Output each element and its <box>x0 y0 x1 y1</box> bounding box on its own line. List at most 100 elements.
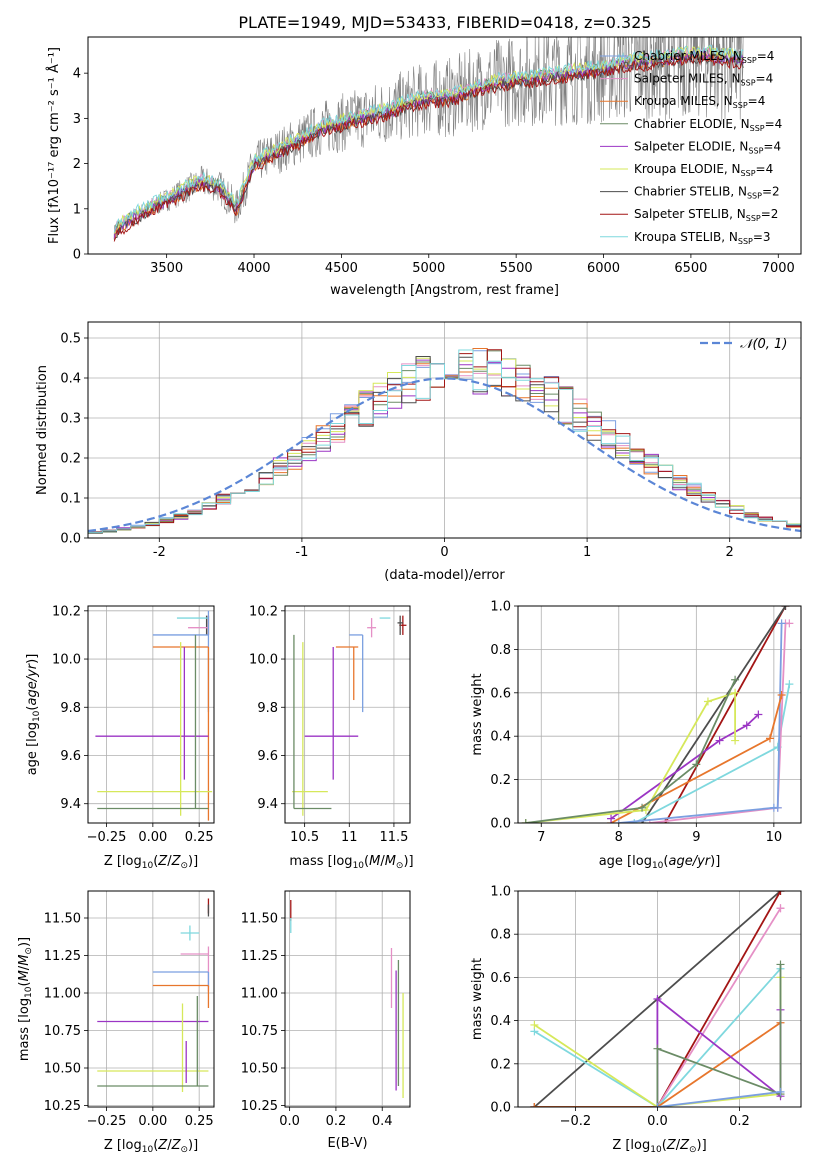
plot-area-spectrum <box>113 37 744 242</box>
weight-marker <box>777 690 786 699</box>
model-line-8 <box>113 44 744 233</box>
weight-line-0 <box>664 606 787 823</box>
x-axis-label-part: 10 <box>353 861 365 871</box>
y-tick-label: 0.0 <box>60 532 81 547</box>
y-tick-label: 10.75 <box>44 1024 81 1039</box>
x-axis-label-part: Z [log <box>612 1138 650 1153</box>
axes-frame <box>87 890 215 1108</box>
panel-residuals: -2 -1 0 1 2 0.0 0.1 0.2 0.3 0.4 0.5 (data-model)/er… <box>35 321 802 583</box>
histogram-7 <box>88 349 801 533</box>
axes-frame <box>87 36 802 255</box>
errorbar-point-6 <box>304 646 359 780</box>
weight-line-8 <box>657 1091 781 1107</box>
errorbar-point-4 <box>349 634 364 713</box>
x-axis-label-part: 10 <box>652 861 664 871</box>
weight-line-4 <box>618 623 783 823</box>
x-axis-label-part: Z <box>171 1138 182 1153</box>
legend-entry-main: Chabrier STELIB, N <box>634 185 747 199</box>
weight-line-1 <box>641 606 787 823</box>
y-tick-label: 11.25 <box>44 949 81 964</box>
weight-marker <box>776 891 785 895</box>
x-axis-label-part: ( <box>364 854 369 869</box>
legend-entry-tail: =3 <box>753 230 771 244</box>
x-tick-label: 0 <box>440 545 448 560</box>
x-axis-label-part: Z <box>157 1138 168 1153</box>
legend-entry-8: Kroupa STELIB, NSSP=3 <box>634 230 771 246</box>
legend-entry-7: Salpeter STELIB, NSSP=2 <box>634 207 778 223</box>
panels-layer: 3500 4000 4500 5000 5500 6000 6500 7000 0 1 2 3 4 wav… <box>17 36 802 1155</box>
x-tick-label: 7 <box>537 830 545 845</box>
errorbar-point-2 <box>180 925 200 941</box>
x-axis-label-part: age/yr <box>668 854 711 869</box>
y-tick-label: 9.8 <box>257 701 278 716</box>
x-tick-label: 6000 <box>587 261 620 276</box>
y-tick-label: 10.25 <box>241 1099 278 1114</box>
legend-entry-tail: =4 <box>765 117 783 131</box>
panel-mass_weight_vs_age: 7 8 9 10 0.0 0.2 0.4 0.6 0.8 1.0 mass weight age [l… <box>470 600 802 871</box>
weight-marker <box>777 619 786 628</box>
x-tick-label: 8 <box>615 830 623 845</box>
y-axis-label-part: / <box>17 965 32 970</box>
y-tick-label: 11.50 <box>241 912 278 927</box>
x-axis-label-part: Z [log <box>104 1138 142 1153</box>
errorbar-point-3 <box>180 946 210 992</box>
x-axis-label-part: ⊙ <box>396 861 404 871</box>
weight-marker <box>773 803 782 812</box>
legend-entry-main: Salpeter STELIB, N <box>634 207 746 221</box>
y-tick-label: 9.4 <box>60 797 81 812</box>
x-tick-label: 4500 <box>325 261 358 276</box>
y-tick-label: 11.00 <box>44 987 81 1002</box>
y-axis-label-part: age/yr <box>25 662 40 705</box>
weight-marker <box>638 803 647 812</box>
errorbar-point-3 <box>367 618 377 638</box>
legend-entry-sub: SSP <box>741 79 756 88</box>
y-tick-label: 11.00 <box>241 987 278 1002</box>
x-axis-label: Z [log10(Z/Z⊙)] <box>612 1138 706 1155</box>
figure-title: PLATE=1949, MJD=53433, FIBERID=0418, z=0… <box>238 13 651 32</box>
weight-line-2 <box>656 907 782 1107</box>
y-tick-label: 1.0 <box>490 600 511 615</box>
legend-entry-tail: =4 <box>763 139 781 153</box>
errorbar-point-4 <box>152 971 210 987</box>
x-axis-label-part: Z <box>157 854 168 869</box>
x-axis-label-part: )] <box>697 1138 707 1153</box>
x-tick-label: −0.25 <box>87 830 127 845</box>
weight-marker <box>776 904 785 913</box>
plot-area-mass_weight_vs_age <box>518 606 801 823</box>
x-axis-label-part: ( <box>662 1138 667 1153</box>
weight-line-7 <box>656 964 782 1107</box>
x-tick-label: 0.0 <box>279 1114 300 1129</box>
panel-mass_vs_z: −0.25 0.00 0.25 10.25 10.50 10.75 11.00 11.25 11… <box>17 890 215 1155</box>
legend-entry-tail: =2 <box>762 185 780 199</box>
normal-curve <box>88 377 801 533</box>
x-axis-label-part: )] <box>188 854 198 869</box>
x-axis-label-part: ( <box>153 854 158 869</box>
y-axis-label: Flux [fλ10⁻¹⁷ erg cm⁻² s⁻¹ Å⁻¹] <box>46 47 62 244</box>
weight-line-6 <box>656 997 782 1107</box>
y-tick-label: 9.6 <box>257 749 278 764</box>
plot-area-mass_weight_vs_z <box>518 891 801 1107</box>
weight-marker <box>754 710 763 719</box>
y-tick-label: 10.0 <box>249 653 278 668</box>
weight-marker <box>776 960 785 969</box>
x-axis-label-part: ( <box>663 854 668 869</box>
y-axis-label-part: 10 <box>32 710 42 722</box>
x-axis-label-part: M <box>385 854 396 869</box>
x-axis-label: Z [log10(Z/Z⊙)] <box>104 854 198 871</box>
y-axis-label-part: )] <box>17 937 32 947</box>
x-axis-label: mass [log10(M/M⊙)] <box>289 854 413 871</box>
x-tick-label: 2 <box>726 545 734 560</box>
y-tick-label: 4 <box>73 67 81 82</box>
x-axis-label-part: 10 <box>650 1145 662 1155</box>
x-tick-label: 6500 <box>674 261 707 276</box>
axes-frame <box>87 321 802 539</box>
weight-marker <box>521 819 530 823</box>
y-tick-label: 3 <box>73 112 81 127</box>
y-tick-label: 10.75 <box>241 1024 278 1039</box>
legend-entry-main: Chabrier MILES, N <box>634 49 742 63</box>
y-tick-label: 0.0 <box>490 817 511 832</box>
weight-marker <box>530 1103 539 1107</box>
y-axis-label-part: ⊙ <box>24 947 34 955</box>
legend-normal-label: 𝒩(0, 1) <box>740 337 787 352</box>
